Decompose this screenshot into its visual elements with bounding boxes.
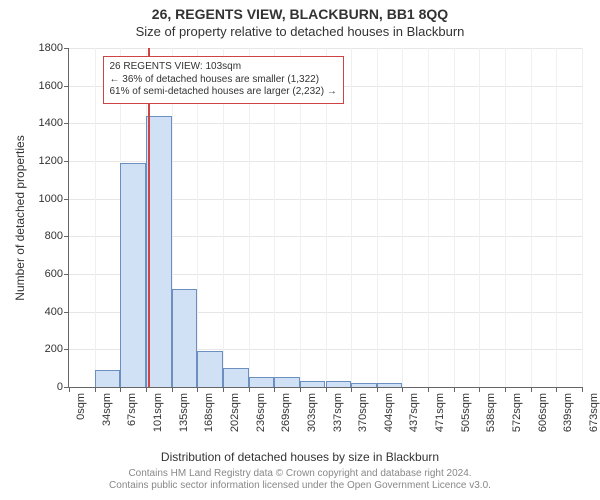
histogram-bar	[351, 383, 377, 387]
credit-line-2: Contains public sector information licen…	[0, 480, 600, 492]
xtick-label: 471sqm	[434, 393, 446, 432]
histogram-bar	[172, 289, 198, 387]
ytick-mark	[64, 312, 69, 313]
xtick-mark	[95, 387, 96, 392]
ytick-mark	[64, 86, 69, 87]
histogram-bar	[197, 351, 223, 387]
xtick-label: 202sqm	[229, 393, 241, 432]
ytick-label: 1800	[39, 42, 63, 54]
xtick-label: 437sqm	[408, 393, 420, 432]
page-title: 26, REGENTS VIEW, BLACKBURN, BB1 8QQ	[0, 6, 600, 22]
xtick-mark	[377, 387, 378, 392]
histogram-bar	[249, 377, 275, 387]
ytick-mark	[64, 48, 69, 49]
ytick-label: 800	[45, 230, 63, 242]
gridline-vertical	[505, 48, 506, 387]
credit-block: Contains HM Land Registry data © Crown c…	[0, 468, 600, 492]
xtick-label: 404sqm	[383, 393, 395, 432]
xtick-label: 370sqm	[357, 393, 369, 432]
ytick-mark	[64, 236, 69, 237]
chart-plot-area: 0200400600800100012001400160018000sqm34s…	[68, 48, 582, 388]
xtick-mark	[172, 387, 173, 392]
xtick-label: 639sqm	[562, 393, 574, 432]
xtick-label: 67sqm	[126, 393, 138, 426]
xtick-label: 269sqm	[280, 393, 292, 432]
xtick-mark	[197, 387, 198, 392]
xtick-mark	[326, 387, 327, 392]
ytick-mark	[64, 349, 69, 350]
credit-line-1: Contains HM Land Registry data © Crown c…	[0, 468, 600, 480]
ytick-label: 1200	[39, 155, 63, 167]
xtick-label: 337sqm	[332, 393, 344, 432]
xtick-mark	[428, 387, 429, 392]
xtick-label: 505sqm	[460, 393, 472, 432]
ytick-label: 1400	[39, 117, 63, 129]
ytick-label: 1000	[39, 193, 63, 205]
gridline-vertical	[402, 48, 403, 387]
ytick-label: 0	[57, 381, 63, 393]
histogram-bar	[326, 381, 352, 387]
page-root: 26, REGENTS VIEW, BLACKBURN, BB1 8QQ Siz…	[0, 0, 600, 500]
page-subtitle: Size of property relative to detached ho…	[0, 24, 600, 39]
xtick-mark	[505, 387, 506, 392]
gridline-vertical	[428, 48, 429, 387]
gridline-vertical	[582, 48, 583, 387]
histogram-bar	[377, 383, 403, 387]
x-axis-label: Distribution of detached houses by size …	[0, 450, 600, 464]
gridline-vertical	[351, 48, 352, 387]
annotation-line-1: 26 REGENTS VIEW: 103sqm	[110, 61, 337, 74]
annotation-box: 26 REGENTS VIEW: 103sqm ← 36% of detache…	[103, 56, 344, 104]
xtick-label: 34sqm	[101, 393, 113, 426]
annotation-line-3: 61% of semi-detached houses are larger (…	[110, 86, 337, 99]
xtick-mark	[531, 387, 532, 392]
xtick-mark	[300, 387, 301, 392]
xtick-mark	[69, 387, 70, 392]
gridline-vertical	[454, 48, 455, 387]
xtick-mark	[274, 387, 275, 392]
gridline-vertical	[95, 48, 96, 387]
ytick-label: 400	[45, 306, 63, 318]
ytick-label: 1600	[39, 80, 63, 92]
histogram-bar	[223, 368, 249, 387]
xtick-mark	[249, 387, 250, 392]
xtick-label: 101sqm	[152, 393, 164, 432]
histogram-bar	[95, 370, 121, 387]
xtick-label: 0sqm	[75, 393, 87, 420]
annotation-line-2: ← 36% of detached houses are smaller (1,…	[110, 74, 337, 87]
xtick-mark	[351, 387, 352, 392]
ytick-mark	[64, 274, 69, 275]
histogram-bar	[274, 377, 300, 387]
ytick-label: 600	[45, 268, 63, 280]
xtick-mark	[223, 387, 224, 392]
xtick-mark	[582, 387, 583, 392]
gridline-vertical	[556, 48, 557, 387]
histogram-bar	[300, 381, 326, 387]
xtick-mark	[402, 387, 403, 392]
gridline-vertical	[531, 48, 532, 387]
ytick-label: 200	[45, 343, 63, 355]
histogram-bar	[146, 116, 172, 387]
xtick-label: 236sqm	[255, 393, 267, 432]
xtick-label: 303sqm	[306, 393, 318, 432]
histogram-bar	[120, 163, 146, 387]
xtick-label: 673sqm	[588, 393, 600, 432]
gridline-vertical	[377, 48, 378, 387]
xtick-label: 168sqm	[203, 393, 215, 432]
xtick-label: 606sqm	[537, 393, 549, 432]
xtick-label: 572sqm	[511, 393, 523, 432]
xtick-label: 135sqm	[178, 393, 190, 432]
xtick-label: 538sqm	[485, 393, 497, 432]
gridline-vertical	[479, 48, 480, 387]
ytick-mark	[64, 123, 69, 124]
ytick-mark	[64, 161, 69, 162]
xtick-mark	[146, 387, 147, 392]
xtick-mark	[454, 387, 455, 392]
xtick-mark	[556, 387, 557, 392]
y-axis-label: Number of detached properties	[13, 135, 27, 300]
xtick-mark	[479, 387, 480, 392]
xtick-mark	[120, 387, 121, 392]
ytick-mark	[64, 199, 69, 200]
